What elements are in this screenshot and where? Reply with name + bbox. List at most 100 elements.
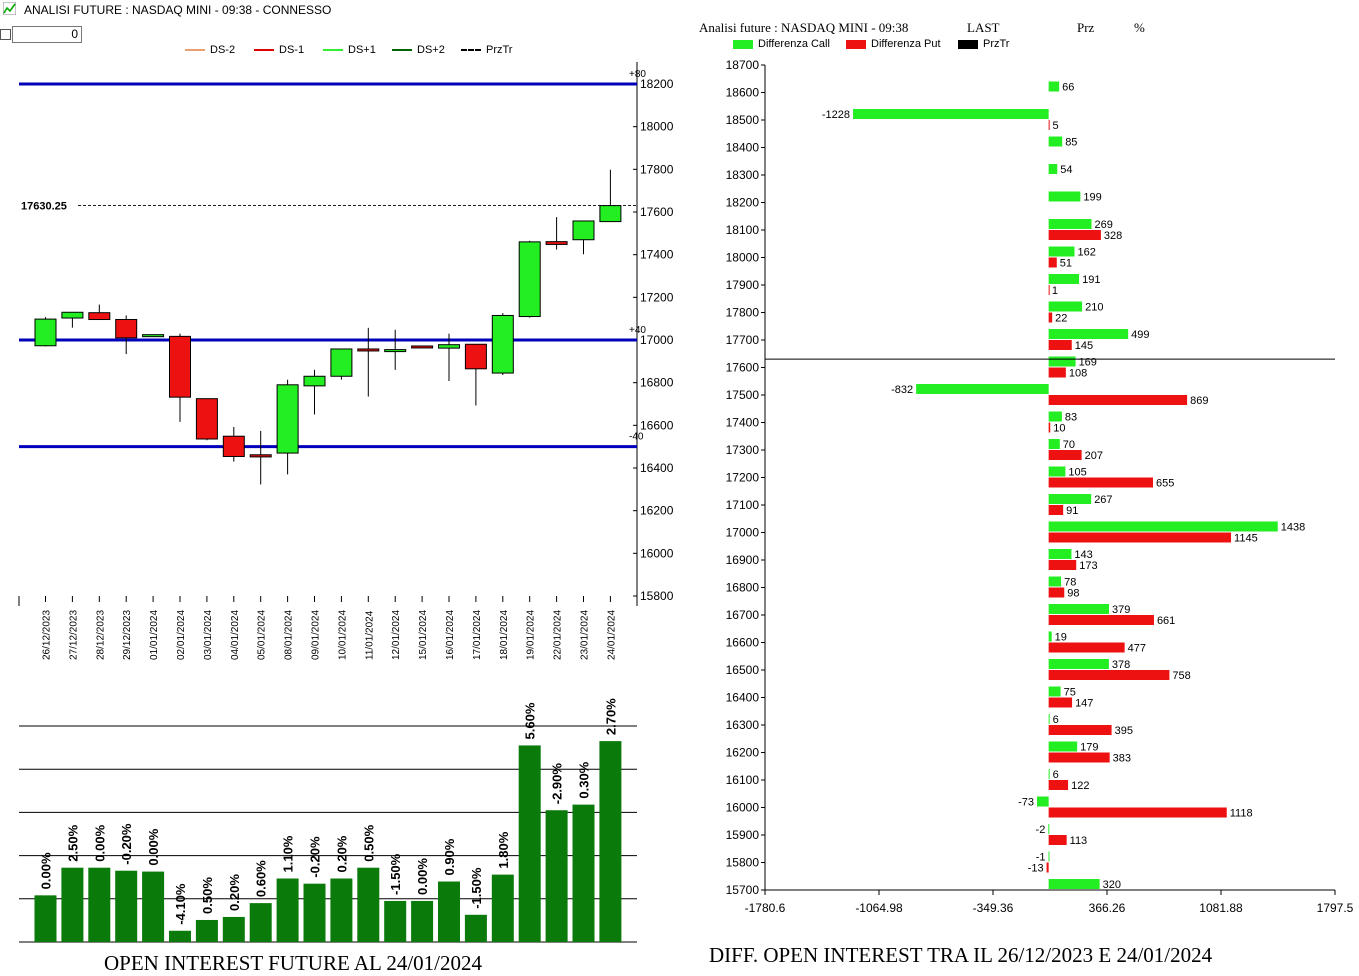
oi-label: 2.70%	[603, 698, 618, 735]
toggle-checkbox[interactable]	[0, 29, 11, 40]
x-tick-label: 09/01/2024	[311, 610, 322, 660]
y-tick-label: 15700	[726, 883, 760, 897]
oi-bar	[222, 916, 245, 942]
y-tick-label: 17600	[640, 205, 674, 219]
candle-body	[303, 375, 326, 387]
call-value: 379	[1112, 604, 1130, 616]
put-bar	[1048, 257, 1057, 268]
put-bar	[1048, 477, 1153, 488]
y-tick-label: 17600	[726, 361, 760, 375]
call-value: 75	[1064, 687, 1076, 699]
oi-label: -1.50%	[469, 867, 484, 909]
oi-bar	[464, 914, 487, 942]
legend-swatch	[185, 49, 205, 51]
call-value: 378	[1112, 659, 1130, 671]
put-bar	[1048, 120, 1050, 130]
call-bar	[1048, 604, 1110, 614]
y-tick-label: 16400	[640, 461, 674, 475]
call-bar	[1048, 521, 1278, 532]
y-tick-label: 16600	[726, 636, 760, 650]
legend-label: Differenza Call	[758, 38, 830, 50]
call-bar	[1048, 879, 1100, 889]
call-bar	[1048, 439, 1060, 449]
call-bar	[1037, 796, 1049, 807]
y-tick-label: 16500	[726, 663, 760, 677]
legend-label: DS-2	[210, 44, 236, 56]
level-label: +80	[629, 69, 646, 80]
y-tick-label: 17100	[726, 498, 760, 512]
x-tick-label: -1780.6	[745, 901, 786, 915]
call-bar	[1048, 246, 1075, 257]
call-value: 105	[1068, 467, 1086, 479]
diff-oi-title: DIFF. OPEN INTEREST TRA IL 26/12/2023 E …	[709, 943, 1213, 967]
candle	[384, 329, 407, 370]
call-value: 54	[1060, 164, 1072, 176]
y-tick-label: 18200	[640, 77, 674, 91]
candle-body	[115, 319, 138, 339]
candle-body	[599, 205, 622, 223]
legend-item-ds-1: DS-1	[254, 44, 304, 56]
oi-label: 0.90%	[442, 838, 457, 875]
candle	[518, 240, 541, 318]
put-value: 22	[1055, 313, 1067, 325]
y-tick-label: 18400	[726, 141, 760, 155]
legend-swatch	[958, 39, 978, 49]
y-tick-label: 17800	[640, 162, 674, 176]
put-bar	[1048, 587, 1065, 598]
call-bar	[853, 109, 1049, 119]
put-value: 328	[1104, 230, 1122, 242]
oi-bar	[411, 900, 434, 942]
oi-bar	[491, 874, 514, 942]
y-tick-label: 18000	[726, 251, 760, 265]
y-tick-label: 17200	[726, 471, 760, 485]
x-tick-label: 1797.5	[1317, 901, 1354, 915]
candle	[411, 345, 434, 349]
put-bar	[1048, 230, 1101, 240]
oi-bar	[249, 903, 272, 942]
put-bar	[1048, 450, 1082, 460]
call-bar	[1048, 631, 1052, 642]
y-tick-label: 18000	[640, 120, 674, 134]
call-bar	[1048, 576, 1062, 587]
legend-label: PrzTr	[983, 38, 1010, 50]
x-tick-label: 02/01/2024	[176, 610, 187, 660]
legend-label: PrzTr	[486, 44, 513, 56]
candle-body	[276, 384, 299, 454]
candle	[491, 313, 514, 375]
oi-bar	[142, 871, 165, 942]
candle	[330, 348, 353, 380]
oi-bar	[115, 870, 138, 942]
y-tick-label: 18500	[726, 113, 760, 127]
call-value: -2	[1036, 824, 1046, 836]
candle-body	[518, 241, 541, 318]
y-tick-label: 17900	[726, 278, 760, 292]
x-tick-label: 23/01/2024	[580, 610, 591, 660]
call-bar	[1048, 411, 1062, 422]
put-value: 108	[1069, 368, 1087, 380]
call-value: 162	[1077, 247, 1095, 259]
y-tick-label: 16000	[640, 546, 674, 560]
candle	[276, 379, 299, 475]
legend-item-prztr: PrzTr	[461, 44, 512, 56]
x-tick-label: 16/01/2024	[445, 610, 456, 660]
call-bar	[1048, 769, 1050, 779]
oi-label: 0.00%	[415, 858, 430, 895]
put-value: 383	[1113, 753, 1131, 765]
oi-label: 0.50%	[200, 877, 215, 914]
y-tick-label: 18600	[726, 86, 760, 100]
oi-label: 0.00%	[39, 852, 54, 889]
y-tick-label: 16200	[726, 746, 760, 760]
put-bar	[1048, 697, 1073, 708]
x-tick-label: -349.36	[973, 901, 1014, 915]
call-value: 191	[1082, 274, 1100, 286]
legend-item-ds-2: DS+2	[392, 44, 445, 56]
call-value: -1	[1036, 852, 1046, 864]
legend-item-prztr: PrzTr	[958, 38, 1009, 50]
value-input[interactable]: 0	[12, 26, 82, 43]
candle	[61, 311, 84, 328]
put-bar	[1048, 532, 1232, 543]
legend-item-ds-2: DS-2	[185, 44, 235, 56]
right-header-prz: Prz	[1077, 20, 1095, 35]
oi-bar	[572, 804, 595, 942]
y-tick-label: 16200	[640, 504, 674, 518]
